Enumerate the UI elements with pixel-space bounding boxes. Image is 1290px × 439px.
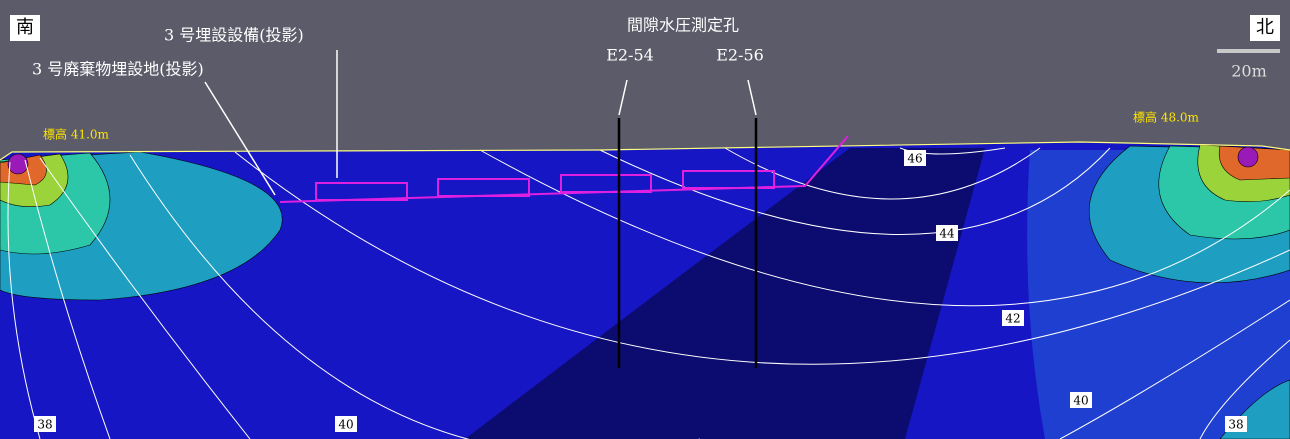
contour-label-box [335, 416, 357, 432]
ground [0, 142, 1290, 439]
contour-label-box [904, 150, 926, 166]
contour-label: 38 [1228, 418, 1243, 432]
contour-label: 44 [939, 227, 955, 241]
elevation-label: 標高 41.0m [43, 127, 110, 142]
facility-label: 3 号埋設設備(投影) [164, 26, 304, 45]
north-label: 北 [1256, 17, 1274, 38]
contour-label: 42 [1005, 312, 1020, 326]
borehole-label: E2-56 [716, 46, 764, 65]
contour-label-box [1002, 310, 1024, 326]
mound-north [1237, 146, 1259, 168]
contour-label: 38 [37, 418, 52, 432]
contour-label: 46 [907, 152, 922, 166]
contour-label-box [936, 225, 958, 241]
scale-label: 20m [1231, 62, 1267, 81]
contour-label-box [1070, 392, 1092, 408]
leaders [204, 50, 757, 196]
label-box [1250, 15, 1280, 41]
contour-label: 40 [1073, 394, 1088, 408]
south-label: 南 [16, 17, 34, 38]
elevation-label: 標高 48.0m [1133, 110, 1200, 125]
low-zone [465, 148, 985, 439]
borehole-label: E2-54 [606, 46, 654, 65]
mound-south [7, 153, 29, 175]
facility [279, 135, 849, 203]
contour-label: 40 [338, 418, 353, 432]
label-box [10, 15, 40, 41]
contour-label-box [34, 416, 56, 432]
site-label: 3 号廃棄物埋設地(投影) [32, 60, 204, 79]
borehole-title: 間隙水圧測定孔 [627, 16, 739, 35]
contour-label-box [1225, 416, 1247, 432]
